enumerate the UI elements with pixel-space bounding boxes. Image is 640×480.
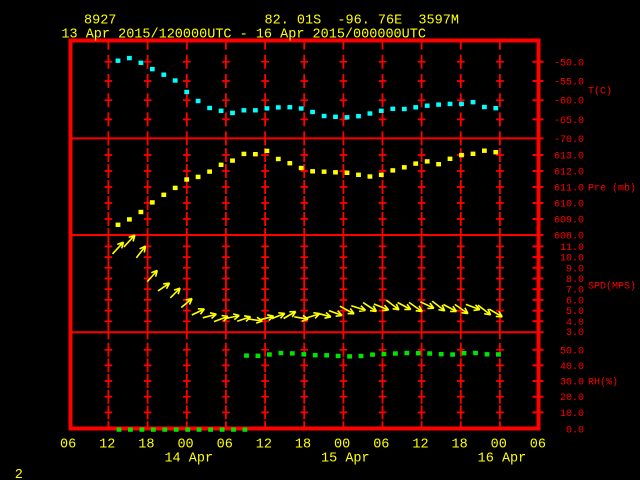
- svg-text:2: 2: [15, 468, 23, 480]
- svg-text:612.0: 612.0: [554, 168, 584, 179]
- svg-text:9.0: 9.0: [566, 264, 584, 275]
- svg-text:18: 18: [295, 438, 311, 453]
- svg-text:18: 18: [451, 438, 467, 453]
- svg-text:-55.0: -55.0: [554, 78, 584, 89]
- svg-text:00: 00: [334, 438, 350, 453]
- svg-text:4.0: 4.0: [566, 318, 584, 329]
- svg-text:12: 12: [256, 438, 272, 453]
- svg-text:20.0: 20.0: [560, 393, 584, 404]
- svg-text:7.0: 7.0: [566, 286, 584, 297]
- svg-text:8.0: 8.0: [566, 275, 584, 286]
- svg-text:610.0: 610.0: [554, 200, 584, 211]
- svg-text:SPD(MPS): SPD(MPS): [588, 281, 636, 293]
- svg-text:06: 06: [60, 438, 76, 453]
- svg-text:RH(%): RH(%): [588, 377, 618, 389]
- svg-text:06: 06: [217, 438, 233, 453]
- svg-text:13 Apr 2015/120000UTC - 16 Apr: 13 Apr 2015/120000UTC - 16 Apr 2015/0000…: [61, 28, 426, 43]
- svg-text:608.0: 608.0: [554, 232, 584, 243]
- svg-text:3.0: 3.0: [566, 328, 584, 339]
- svg-text:Pre (mb): Pre (mb): [588, 183, 636, 195]
- svg-text:12: 12: [412, 438, 428, 453]
- svg-text:16 Apr: 16 Apr: [478, 452, 527, 467]
- svg-text:6.0: 6.0: [566, 296, 584, 307]
- svg-text:14 Apr: 14 Apr: [164, 452, 213, 467]
- svg-text:10.0: 10.0: [560, 409, 584, 420]
- svg-text:609.0: 609.0: [554, 216, 584, 227]
- svg-text:06: 06: [530, 438, 546, 453]
- svg-text:30.0: 30.0: [560, 378, 584, 389]
- svg-text:5.0: 5.0: [566, 307, 584, 318]
- svg-text:82. 01S -96. 76E 3597M: 82. 01S -96. 76E 3597M: [265, 14, 459, 29]
- svg-text:50.0: 50.0: [560, 346, 584, 357]
- svg-text:-50.0: -50.0: [554, 58, 584, 69]
- svg-text:00: 00: [491, 438, 507, 453]
- svg-text:-65.0: -65.0: [554, 116, 584, 127]
- svg-text:10.0: 10.0: [560, 254, 584, 265]
- svg-text:8927: 8927: [84, 14, 116, 29]
- svg-text:611.0: 611.0: [554, 184, 584, 195]
- svg-text:0.0: 0.0: [566, 426, 584, 437]
- svg-text:11.0: 11.0: [560, 243, 584, 254]
- svg-text:-60.0: -60.0: [554, 97, 584, 108]
- svg-text:15 Apr: 15 Apr: [321, 452, 370, 467]
- svg-text:06: 06: [373, 438, 389, 453]
- svg-text:12: 12: [99, 438, 115, 453]
- svg-text:18: 18: [138, 438, 154, 453]
- svg-text:-70.0: -70.0: [554, 135, 584, 146]
- svg-text:T(C): T(C): [588, 86, 612, 98]
- svg-text:40.0: 40.0: [560, 362, 584, 373]
- svg-text:613.0: 613.0: [554, 152, 584, 163]
- svg-text:00: 00: [177, 438, 193, 453]
